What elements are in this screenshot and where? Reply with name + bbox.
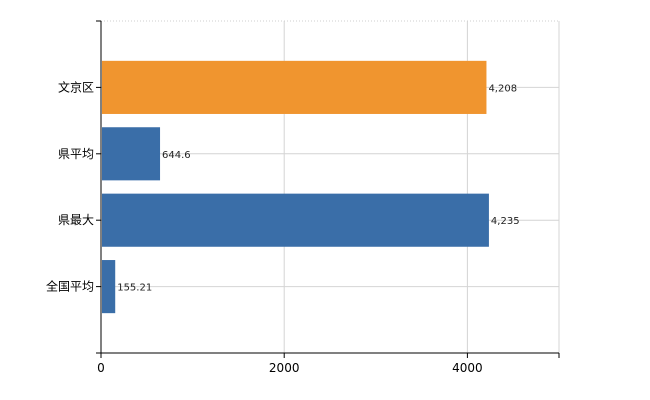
x-tick-label: 2000 xyxy=(269,361,300,375)
data-label: 4,208 xyxy=(488,83,517,94)
bar-1 xyxy=(102,60,487,114)
data-label: 155.21 xyxy=(117,283,152,294)
y-tick-label: 全国平均 xyxy=(46,279,94,294)
x-tick-label: 0 xyxy=(97,361,105,375)
labels: 4,208 文京区 644.6 県平均 4,235 県最大 155.21 全国平均 0 2000 4… xyxy=(46,79,520,375)
bar-4 xyxy=(102,260,116,314)
y-tick-label: 文京区 xyxy=(58,79,94,94)
y-tick-label: 県平均 xyxy=(58,147,94,161)
bar-3 xyxy=(102,193,489,247)
x-tick-label: 4000 xyxy=(452,361,483,375)
axes xyxy=(96,20,560,358)
bars xyxy=(102,60,489,314)
y-tick-label: 県最大 xyxy=(58,213,94,227)
bar-2 xyxy=(102,127,161,181)
data-label: 4,235 xyxy=(491,216,520,227)
data-label: 644.6 xyxy=(162,150,191,161)
